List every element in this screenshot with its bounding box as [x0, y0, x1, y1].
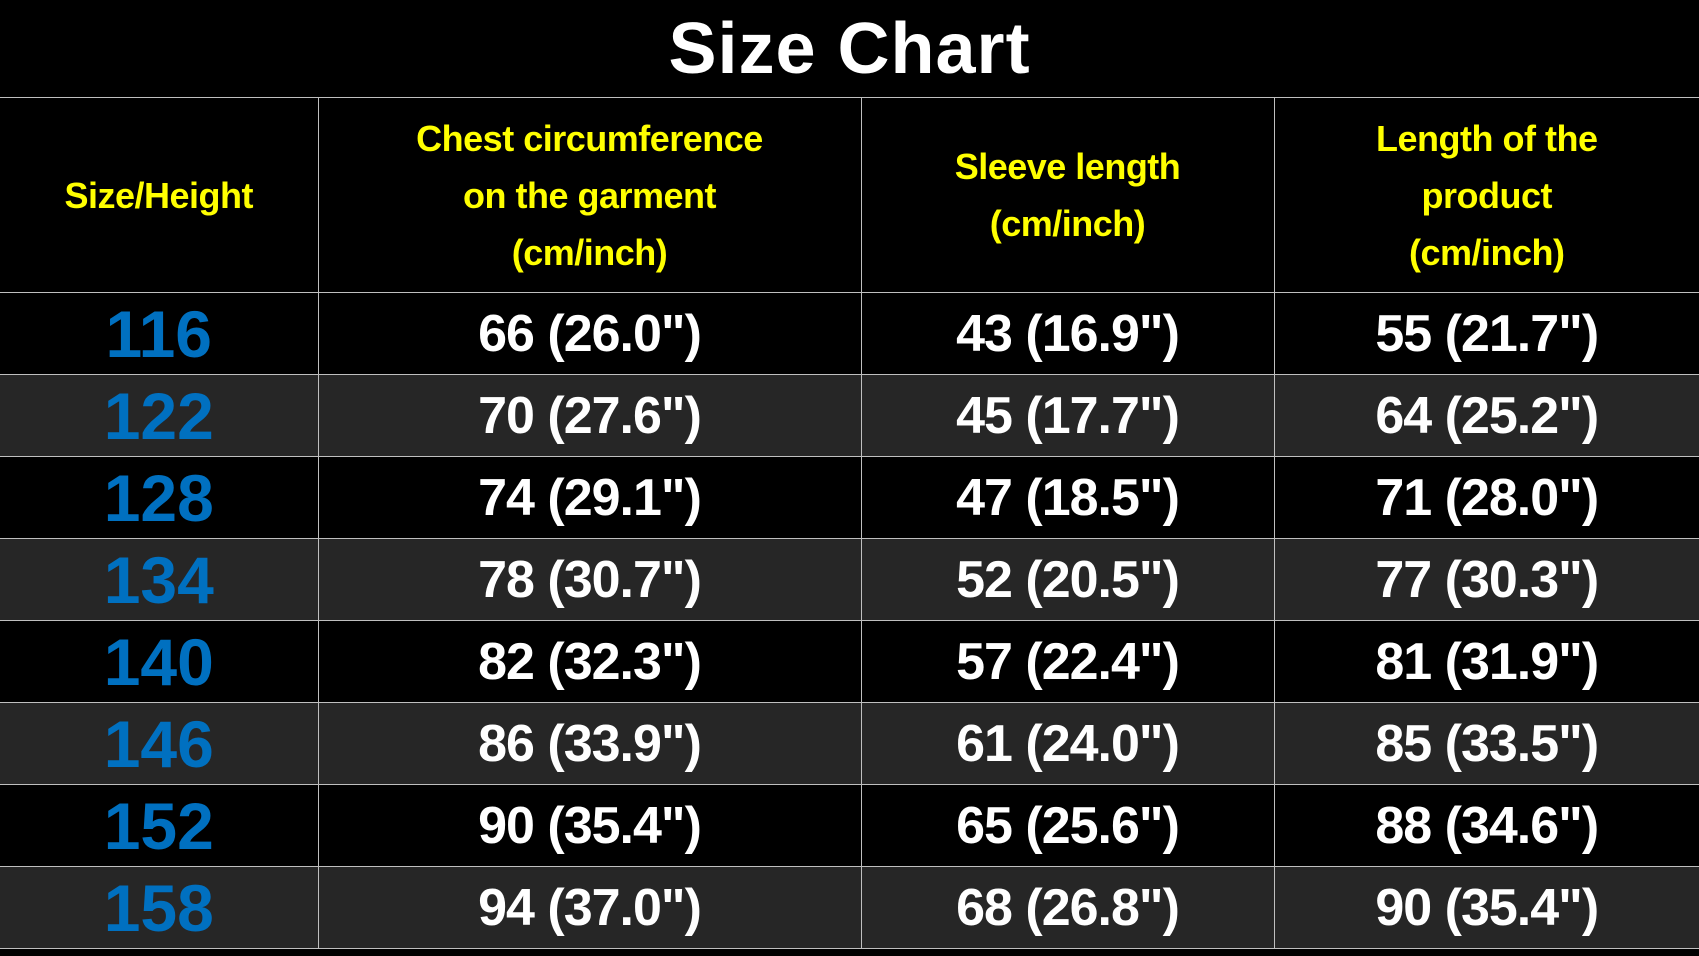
- sleeve-cell: 47 (18.5"): [860, 456, 1275, 539]
- chest-cell: 94 (37.0"): [317, 866, 862, 949]
- sleeve-cell: 61 (24.0"): [860, 702, 1275, 785]
- table-row: 140 82 (32.3") 57 (22.4") 81 (31.9"): [0, 620, 1699, 703]
- length-cell: 85 (33.5"): [1273, 702, 1699, 785]
- table-row: 116 66 (26.0") 43 (16.9") 55 (21.7"): [0, 292, 1699, 375]
- header-length: Length of the product (cm/inch): [1273, 97, 1699, 293]
- sleeve-cell: 52 (20.5"): [860, 538, 1275, 621]
- chest-cell: 70 (27.6"): [317, 374, 862, 457]
- header-size-height: Size/Height: [0, 97, 319, 293]
- size-cell: 134: [0, 538, 319, 621]
- size-cell: 122: [0, 374, 319, 457]
- length-cell: 88 (34.6"): [1273, 784, 1699, 867]
- table-row: 122 70 (27.6") 45 (17.7") 64 (25.2"): [0, 374, 1699, 457]
- header-sleeve: Sleeve length (cm/inch): [860, 97, 1275, 293]
- length-cell: 81 (31.9"): [1273, 620, 1699, 703]
- chest-cell: 78 (30.7"): [317, 538, 862, 621]
- size-cell: 146: [0, 702, 319, 785]
- sleeve-cell: 45 (17.7"): [860, 374, 1275, 457]
- table-row: 134 78 (30.7") 52 (20.5") 77 (30.3"): [0, 538, 1699, 621]
- chest-cell: 82 (32.3"): [317, 620, 862, 703]
- length-cell: 71 (28.0"): [1273, 456, 1699, 539]
- sleeve-cell: 65 (25.6"): [860, 784, 1275, 867]
- table-row: 128 74 (29.1") 47 (18.5") 71 (28.0"): [0, 456, 1699, 539]
- sleeve-cell: 68 (26.8"): [860, 866, 1275, 949]
- size-cell: 128: [0, 456, 319, 539]
- chest-cell: 86 (33.9"): [317, 702, 862, 785]
- sleeve-cell: 57 (22.4"): [860, 620, 1275, 703]
- header-chest: Chest circumference on the garment (cm/i…: [317, 97, 862, 293]
- chest-cell: 74 (29.1"): [317, 456, 862, 539]
- size-cell: 158: [0, 866, 319, 949]
- chest-cell: 90 (35.4"): [317, 784, 862, 867]
- length-cell: 77 (30.3"): [1273, 538, 1699, 621]
- size-chart-table: Size/Height Chest circumference on the g…: [0, 97, 1699, 949]
- page-title: Size Chart: [668, 8, 1031, 89]
- table-row: 158 94 (37.0") 68 (26.8") 90 (35.4"): [0, 866, 1699, 949]
- sleeve-cell: 43 (16.9"): [860, 292, 1275, 375]
- size-cell: 116: [0, 292, 319, 375]
- table-row: 146 86 (33.9") 61 (24.0") 85 (33.5"): [0, 702, 1699, 785]
- length-cell: 64 (25.2"): [1273, 374, 1699, 457]
- size-cell: 140: [0, 620, 319, 703]
- chest-cell: 66 (26.0"): [317, 292, 862, 375]
- header-row: Size/Height Chest circumference on the g…: [0, 97, 1699, 293]
- length-cell: 55 (21.7"): [1273, 292, 1699, 375]
- table-row: 152 90 (35.4") 65 (25.6") 88 (34.6"): [0, 784, 1699, 867]
- length-cell: 90 (35.4"): [1273, 866, 1699, 949]
- size-cell: 152: [0, 784, 319, 867]
